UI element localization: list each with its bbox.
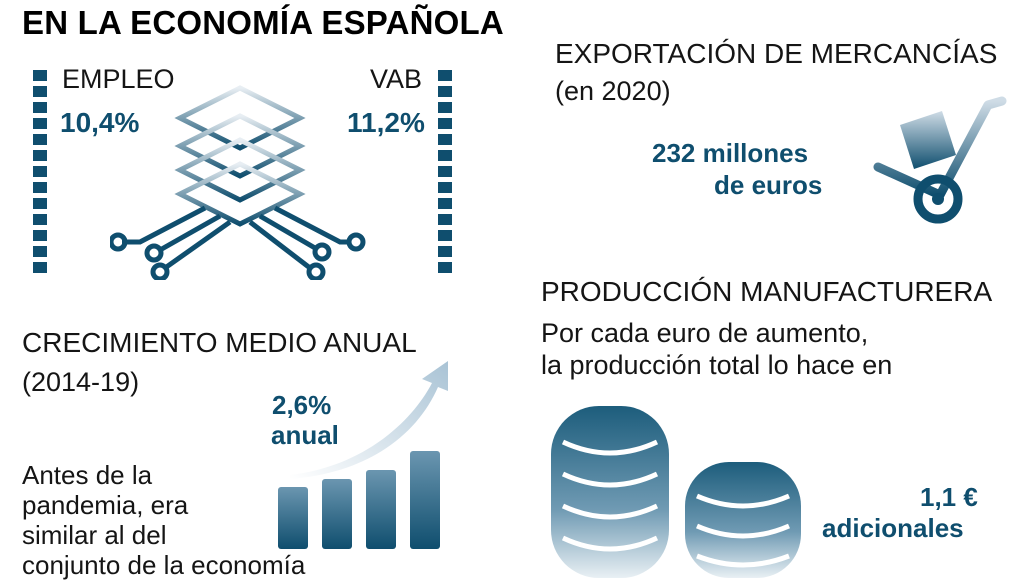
exportacion-subheading: (en 2020) bbox=[555, 76, 671, 106]
vab-value: 11,2% bbox=[347, 107, 425, 138]
crecimiento-value-line2: anual bbox=[271, 420, 339, 450]
crecimiento-text-line: pandemia, era bbox=[22, 490, 189, 520]
empleo-bar-decoration bbox=[33, 70, 47, 278]
produccion-value-line1: 1,1 € bbox=[920, 482, 978, 512]
vab-bar-decoration bbox=[438, 70, 452, 278]
vab-label: VAB bbox=[370, 64, 423, 94]
produccion-value-line2: adicionales bbox=[822, 513, 964, 543]
exportacion-value-line1: 232 millones bbox=[652, 138, 809, 168]
exportacion-heading: EXPORTACIÓN DE MERCANCÍAS bbox=[555, 38, 998, 69]
empleo-value: 10,4% bbox=[60, 107, 140, 138]
crecimiento-text-line: similar al del bbox=[22, 520, 167, 550]
exportacion-value-line2: de euros bbox=[714, 170, 823, 200]
produccion-heading: PRODUCCIÓN MANUFACTURERA bbox=[541, 276, 993, 307]
crecimiento-heading: CRECIMIENTO MEDIO ANUAL bbox=[22, 327, 417, 358]
page-title: EN LA ECONOMÍA ESPAÑOLA bbox=[22, 4, 504, 41]
crecimiento-text-line: Antes de la bbox=[22, 460, 153, 490]
hand-truck-icon bbox=[873, 96, 1007, 224]
produccion-text-line1: Por cada euro de aumento, bbox=[541, 318, 869, 348]
produccion-text-line2: la producción total lo hace en bbox=[541, 350, 893, 380]
crecimiento-subheading: (2014-19) bbox=[22, 367, 140, 397]
empleo-label: EMPLEO bbox=[62, 64, 175, 94]
chip-icon bbox=[110, 85, 366, 280]
growth-bars-icon bbox=[278, 361, 448, 549]
crecimiento-value-line1: 2,6% bbox=[272, 390, 332, 420]
crecimiento-text: Antes de la pandemia, era similar al del… bbox=[22, 460, 305, 580]
coin-stack-icon bbox=[551, 406, 801, 578]
crecimiento-text-line: conjunto de la economía bbox=[22, 550, 306, 580]
